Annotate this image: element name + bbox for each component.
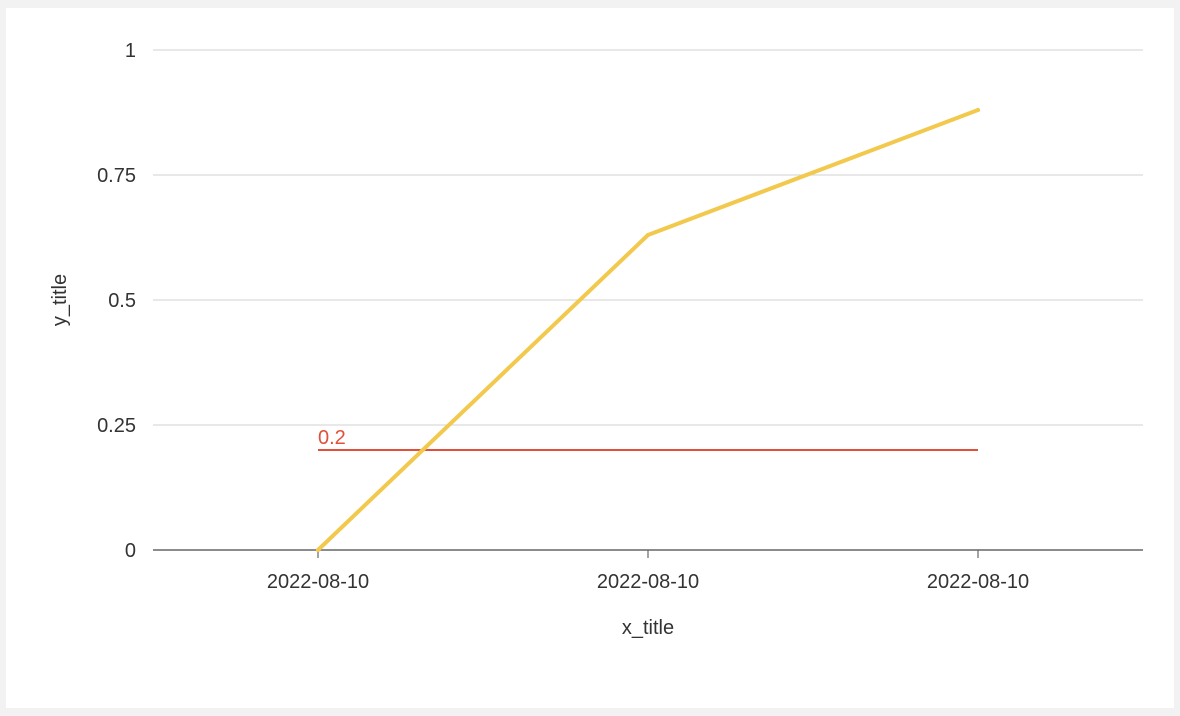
y-tick-label: 0.75 bbox=[97, 165, 136, 187]
y-tick-label: 0.25 bbox=[97, 415, 136, 437]
y-tick-label: 0.5 bbox=[108, 290, 136, 312]
y-tick-label: 0 bbox=[125, 540, 136, 562]
y-tick-label: 1 bbox=[125, 40, 136, 62]
data-point bbox=[316, 548, 320, 552]
x-tick-label: 2022-08-10 bbox=[597, 571, 699, 593]
x-tick-label: 2022-08-10 bbox=[267, 571, 369, 593]
reference-lines: 0.2 bbox=[318, 427, 978, 451]
series-line bbox=[316, 108, 980, 552]
data-point bbox=[646, 233, 650, 237]
x-axis-title: x_title bbox=[622, 617, 674, 639]
data-point bbox=[976, 108, 980, 112]
y-axis-title: y_title bbox=[49, 274, 71, 326]
series-lines bbox=[316, 108, 980, 552]
chart-card bbox=[6, 8, 1174, 708]
x-tick-label: 2022-08-10 bbox=[927, 571, 1029, 593]
grid-lines bbox=[153, 49, 1143, 426]
x-axis bbox=[153, 549, 1143, 558]
x-axis-tick-labels: 2022-08-10 2022-08-10 2022-08-10 bbox=[267, 571, 1029, 593]
y-axis-tick-labels: 0 0.25 0.5 0.75 1 bbox=[97, 40, 136, 562]
reference-line-label: 0.2 bbox=[318, 427, 346, 449]
